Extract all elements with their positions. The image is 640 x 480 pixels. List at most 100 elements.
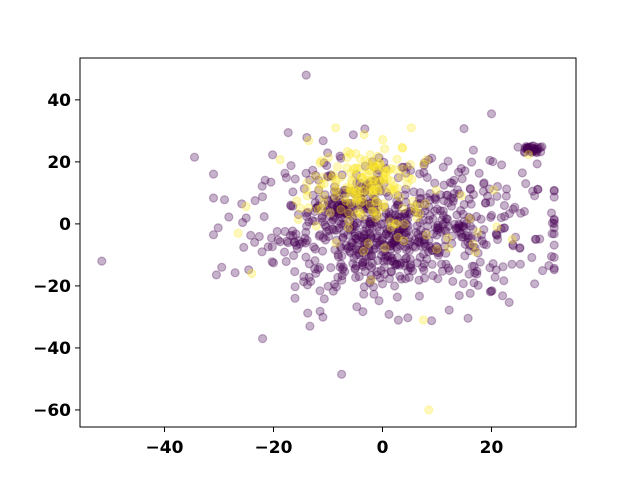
scatter-point-s0-731 (339, 205, 350, 215)
scatter-point-s0-107 (301, 208, 311, 218)
scatter-point-s0-777 (358, 248, 368, 258)
scatter-point-s0-555 (415, 188, 425, 198)
scatter-point-s0-281 (425, 210, 435, 221)
scatter-point-s0-508 (302, 221, 312, 231)
scatter-point-s0-553 (487, 286, 497, 296)
scatter-point-s0-796 (378, 233, 388, 243)
scatter-point-s1-137 (359, 129, 369, 140)
scatter-point-s0-302 (371, 186, 381, 197)
scatter-point-s0-84 (391, 232, 401, 242)
scatter-point-s1-104 (368, 185, 378, 195)
scatter-point-s0-430 (457, 221, 467, 232)
scatter-point-s0-537 (286, 200, 296, 210)
scatter-point-s0-168 (302, 212, 312, 222)
scatter-point-s0-23 (381, 229, 392, 239)
scatter-point-s0-243 (345, 225, 355, 235)
scatter-point-s1-140 (375, 159, 385, 169)
scatter-point-s0-658 (510, 232, 521, 242)
scatter-point-s1-144 (351, 209, 361, 219)
scatter-point-s1-35 (368, 207, 379, 217)
scatter-point-s0-558 (360, 161, 370, 171)
scatter-point-s0-429 (517, 168, 527, 178)
scatter-point-s0-226 (289, 237, 300, 247)
scatter-point-s0-206 (329, 212, 340, 223)
scatter-point-s1-75 (336, 205, 346, 215)
scatter-point-s0-833 (527, 147, 537, 157)
scatter-point-s0-540 (305, 321, 315, 331)
scatter-point-s0-426 (401, 213, 411, 223)
scatter-point-s1-56 (370, 182, 380, 192)
scatter-point-s1-181 (431, 185, 441, 195)
scatter-point-s0-136 (318, 246, 328, 256)
x-tick-label: 20 (480, 438, 504, 458)
scatter-point-s0-793 (350, 263, 360, 273)
scatter-point-s1-164 (361, 169, 371, 179)
scatter-point-s0-688 (401, 197, 411, 207)
scatter-point-s1-120 (340, 193, 350, 203)
scatter-point-s0-177 (360, 266, 370, 277)
scatter-point-s1-191 (418, 315, 428, 325)
scatter-point-s0-225 (515, 259, 526, 269)
scatter-point-s0-634 (332, 187, 342, 197)
scatter-point-s0-247 (302, 280, 313, 290)
scatter-point-s0-222 (471, 211, 482, 222)
scatter-point-s0-629 (390, 259, 400, 269)
scatter-point-s0-583 (496, 224, 506, 234)
scatter-point-s0-182 (332, 225, 342, 235)
scatter-point-s1-96 (408, 196, 418, 206)
scatter-point-s0-218 (530, 234, 541, 244)
scatter-point-s1-190 (424, 405, 434, 415)
scatter-point-s1-19 (407, 174, 417, 184)
scatter-point-s0-382 (549, 229, 559, 239)
scatter-point-s1-192 (233, 228, 243, 238)
scatter-point-s1-14 (330, 184, 340, 194)
scatter-point-s0-710 (345, 198, 355, 208)
scatter-point-s1-188 (432, 244, 442, 254)
scatter-point-s0-624 (283, 128, 293, 138)
scatter-point-s0-770 (361, 237, 372, 247)
scatter-point-s0-764 (388, 256, 398, 266)
scatter-point-s1-185 (507, 234, 517, 244)
scatter-point-s0-122 (349, 220, 359, 230)
scatter-point-s0-487 (301, 252, 311, 262)
scatter-point-s0-342 (364, 261, 374, 271)
scatter-point-s0-729 (334, 209, 344, 219)
scatter-point-s1-157 (313, 204, 323, 215)
scatter-point-s0-369 (336, 259, 346, 269)
scatter-point-s0-10 (354, 271, 364, 282)
scatter-point-s0-780 (314, 231, 324, 241)
scatter-point-s0-227 (433, 223, 443, 233)
scatter-point-s0-490 (335, 262, 345, 272)
scatter-point-s0-450 (454, 221, 464, 231)
scatter-point-s0-702 (339, 207, 349, 217)
scatter-point-s1-73 (373, 210, 383, 220)
scatter-point-s0-28 (364, 201, 375, 211)
scatter-point-s0-562 (499, 200, 509, 211)
scatter-point-s1-68 (410, 206, 420, 216)
scatter-point-s0-425 (446, 201, 457, 211)
scatter-point-s0-48 (307, 215, 318, 226)
scatter-point-s0-114 (294, 236, 304, 246)
scatter-point-s0-308 (415, 238, 425, 248)
scatter-point-s0-684 (460, 166, 470, 176)
scatter-point-s0-331 (415, 217, 425, 228)
scatter-point-s0-67 (547, 229, 557, 239)
scatter-point-s1-151 (390, 219, 400, 229)
scatter-point-s0-552 (300, 233, 310, 243)
scatter-point-s1-41 (389, 181, 399, 191)
scatter-point-s0-568 (336, 153, 346, 163)
scatter-point-s0-142 (304, 272, 314, 282)
scatter-point-s0-506 (549, 223, 559, 233)
scatter-point-s0-304 (467, 157, 477, 167)
scatter-point-s0-178 (411, 227, 421, 237)
scatter-point-s0-249 (359, 187, 369, 197)
scatter-point-s1-108 (316, 203, 326, 213)
scatter-point-s0-640 (433, 222, 443, 232)
scatter-point-s0-543 (435, 206, 445, 216)
scatter-point-s0-210 (533, 184, 543, 194)
scatter-point-s0-520 (386, 266, 396, 277)
scatter-point-s1-173 (468, 239, 478, 249)
scatter-point-s0-445 (485, 263, 495, 273)
scatter-point-s0-517 (427, 259, 437, 269)
